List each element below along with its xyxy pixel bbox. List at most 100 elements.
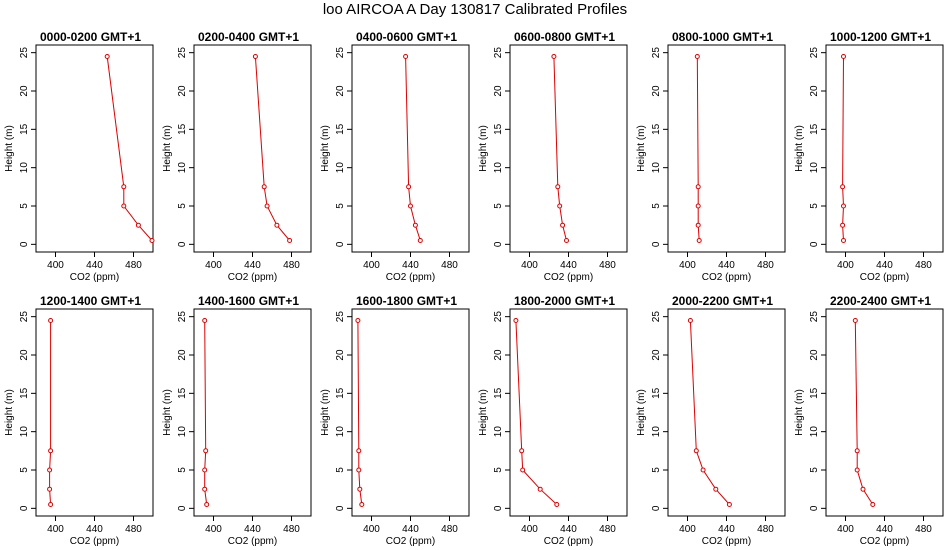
panel-title: 0600-0800 GMT+1 — [514, 30, 615, 44]
x-axis-label: CO2 (ppm) — [544, 272, 593, 283]
y-tick-label: 5 — [809, 203, 820, 209]
y-axis-label: Height (m) — [794, 389, 805, 436]
data-point — [852, 318, 858, 323]
y-tick-label: 20 — [493, 85, 504, 97]
x-axis-label: CO2 (ppm) — [70, 272, 119, 283]
data-point — [355, 318, 361, 323]
y-tick-label: 0 — [809, 505, 820, 511]
data-point — [713, 486, 719, 492]
y-tick-label: 0 — [651, 505, 662, 511]
y-axis-label: Height (m) — [794, 125, 805, 172]
y-tick-label: 0 — [177, 241, 188, 247]
data-point — [47, 467, 53, 473]
y-tick-label: 5 — [651, 203, 662, 209]
y-tick-label: 10 — [19, 426, 30, 438]
data-point — [694, 54, 700, 59]
data-point — [687, 318, 693, 323]
x-tick-label: 400 — [363, 260, 380, 271]
y-tick-label: 25 — [493, 311, 504, 323]
data-point — [202, 467, 208, 473]
data-point — [693, 448, 699, 454]
data-point — [274, 222, 280, 228]
data-point — [252, 54, 258, 59]
data-point — [840, 184, 846, 190]
y-tick-label: 5 — [651, 467, 662, 473]
plot-frame — [509, 44, 628, 253]
x-tick-label: 440 — [876, 260, 893, 271]
plot-frame — [351, 44, 470, 253]
x-tick-label: 440 — [86, 524, 103, 535]
x-tick-label: 480 — [599, 524, 616, 535]
data-point — [695, 222, 701, 228]
data-point — [560, 222, 566, 228]
panel-title: 2000-2200 GMT+1 — [672, 294, 773, 308]
data-point — [564, 238, 569, 243]
x-tick-label: 440 — [718, 524, 735, 535]
data-point — [202, 318, 208, 323]
x-tick-label: 480 — [441, 260, 458, 271]
y-tick-label: 20 — [651, 349, 662, 361]
y-tick-label: 5 — [19, 203, 30, 209]
profile-line — [854, 320, 874, 505]
y-axis-label: Height (m) — [162, 125, 173, 172]
y-tick-label: 0 — [335, 505, 346, 511]
profile-line — [49, 320, 52, 505]
x-tick-label: 440 — [876, 524, 893, 535]
profile-line — [689, 320, 730, 505]
data-point — [841, 238, 846, 243]
x-tick-label: 400 — [679, 260, 696, 271]
data-point — [557, 203, 563, 209]
x-axis-label: CO2 (ppm) — [702, 272, 751, 283]
x-tick-label: 400 — [47, 260, 64, 271]
plot-frame — [35, 308, 154, 517]
x-tick-label: 400 — [837, 524, 854, 535]
y-tick-label: 15 — [335, 387, 346, 399]
y-tick-label: 20 — [19, 349, 30, 361]
y-tick-label: 15 — [651, 387, 662, 399]
profile-line — [106, 56, 153, 241]
profile-line — [405, 56, 421, 241]
x-tick-label: 480 — [125, 260, 142, 271]
x-tick-label: 480 — [599, 260, 616, 271]
x-tick-label: 440 — [86, 260, 103, 271]
x-axis-label: CO2 (ppm) — [228, 536, 277, 547]
y-tick-label: 20 — [809, 85, 820, 97]
plot-frame — [667, 44, 786, 253]
plot-frame — [667, 308, 786, 517]
y-tick-label: 0 — [19, 505, 30, 511]
y-axis-label: Height (m) — [320, 389, 331, 436]
y-tick-label: 25 — [177, 47, 188, 59]
y-tick-label: 15 — [493, 387, 504, 399]
y-tick-label: 20 — [651, 85, 662, 97]
data-point — [700, 467, 706, 473]
data-point — [203, 448, 209, 454]
y-tick-label: 10 — [335, 426, 346, 438]
x-tick-label: 480 — [757, 524, 774, 535]
x-axis-label: CO2 (ppm) — [386, 536, 435, 547]
profile-line — [204, 320, 208, 505]
y-tick-label: 0 — [335, 241, 346, 247]
data-point — [860, 486, 866, 492]
y-tick-label: 25 — [19, 47, 30, 59]
x-tick-label: 480 — [441, 524, 458, 535]
y-tick-label: 15 — [19, 387, 30, 399]
data-point — [202, 486, 208, 492]
data-point — [359, 502, 365, 507]
y-tick-label: 20 — [335, 85, 346, 97]
y-tick-label: 10 — [809, 162, 820, 174]
x-tick-label: 400 — [205, 260, 222, 271]
data-point — [356, 467, 362, 473]
data-point — [551, 54, 557, 59]
x-tick-label: 480 — [283, 260, 300, 271]
y-tick-label: 5 — [493, 203, 504, 209]
data-point — [261, 184, 267, 190]
panel-title: 0000-0200 GMT+1 — [40, 30, 141, 44]
data-point — [854, 467, 860, 473]
y-tick-label: 10 — [177, 162, 188, 174]
x-tick-label: 440 — [244, 524, 261, 535]
x-tick-label: 440 — [402, 260, 419, 271]
x-tick-label: 400 — [679, 524, 696, 535]
plot-frame — [193, 44, 312, 253]
panel-title: 0800-1000 GMT+1 — [672, 30, 773, 44]
